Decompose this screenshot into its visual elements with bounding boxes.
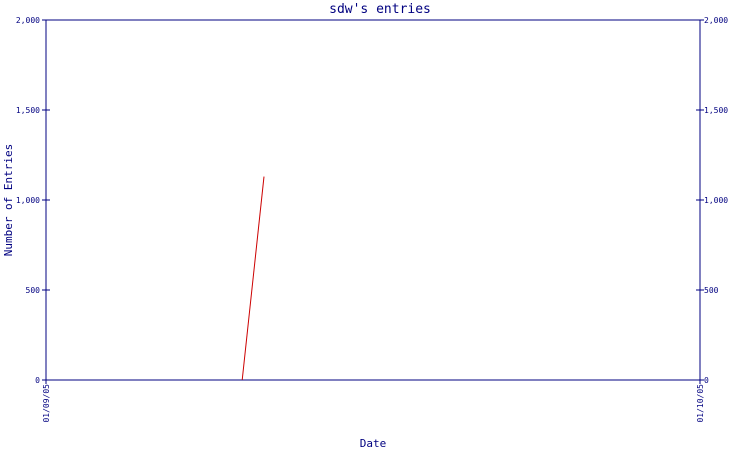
- x-axis: 01/09/05 01/10/05: [42, 376, 705, 423]
- y-axis-label: Number of Entries: [2, 144, 15, 257]
- x-tick-label: 01/10/05: [696, 384, 705, 423]
- y-tick-label: 1,000: [16, 196, 40, 205]
- y-tick-label: 0: [35, 376, 40, 385]
- y-tick-label: 1,500: [16, 106, 40, 115]
- y-tick-label: 2,000: [16, 16, 40, 25]
- y-tick-label-right: 2,000: [704, 16, 728, 25]
- series-layer: [241, 176, 265, 381]
- y-tick-label-right: 0: [704, 376, 709, 385]
- y-axis-left: 0 500 1,000 1,500 2,000: [16, 16, 50, 385]
- x-axis-label: Date: [360, 437, 387, 450]
- series-line: [241, 176, 265, 381]
- y-tick-label: 500: [26, 286, 41, 295]
- y-tick-label-right: 1,000: [704, 196, 728, 205]
- y-axis-right: 0 500 1,000 1,500 2,000: [696, 16, 728, 385]
- chart-title: sdw's entries: [329, 2, 431, 17]
- plot-frame: [45, 19, 701, 381]
- y-tick-label-right: 500: [704, 286, 719, 295]
- x-tick-label: 01/09/05: [42, 384, 51, 423]
- y-tick-label-right: 1,500: [704, 106, 728, 115]
